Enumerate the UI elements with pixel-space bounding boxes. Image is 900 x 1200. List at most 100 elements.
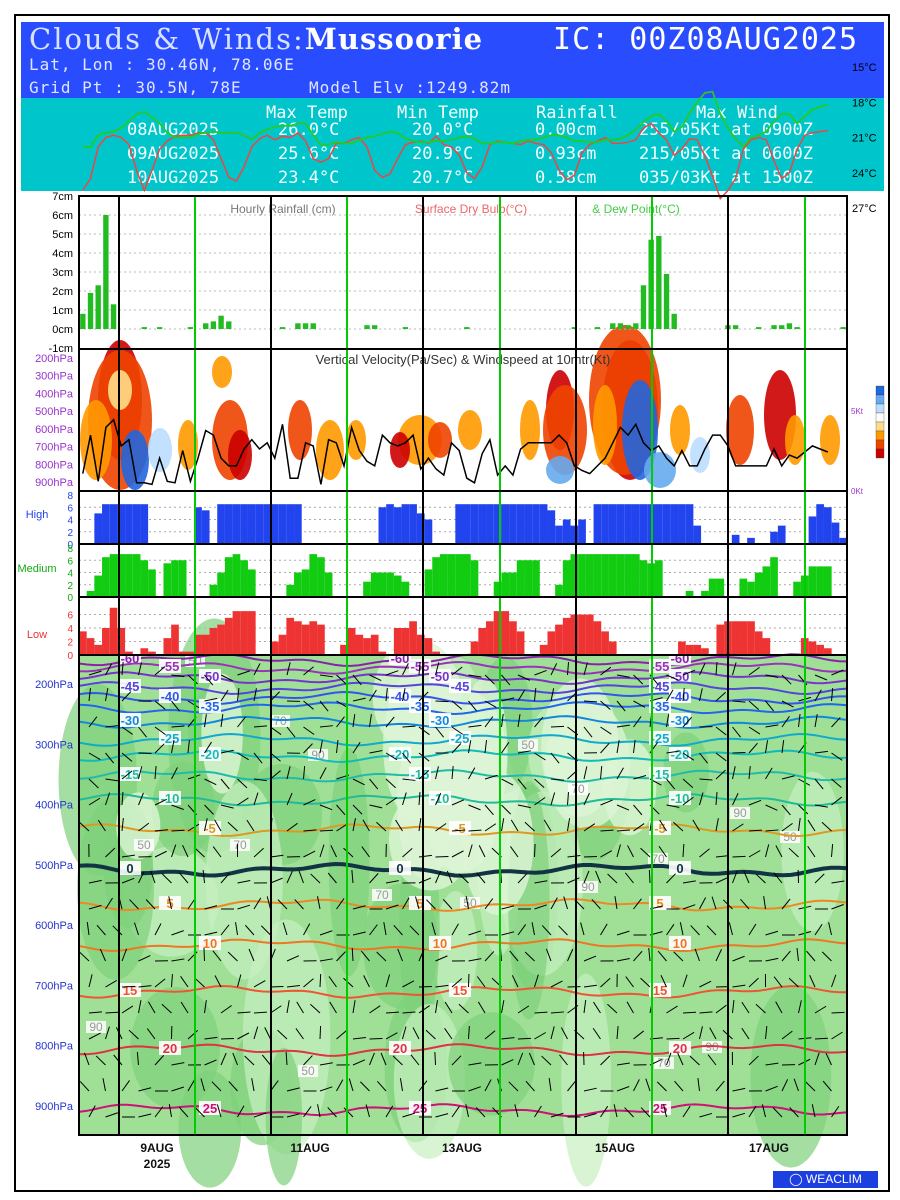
wind-barb: [138, 726, 147, 738]
wind-barb: [645, 1078, 651, 1092]
wind-barb: [798, 714, 801, 728]
cloud-bar: [378, 651, 387, 655]
colorbar-swatch: [875, 403, 885, 414]
cloud-bar: [608, 641, 617, 655]
wind-barb: [451, 666, 463, 676]
wind-barb: [237, 974, 242, 988]
cloud-bar: [631, 504, 640, 544]
wind-barb: [748, 850, 761, 858]
wind-barb: [468, 1025, 470, 1040]
wind-barb: [385, 904, 399, 910]
wind-barb: [781, 775, 795, 780]
wind-barb: [765, 1062, 779, 1066]
isotherm-label: 0: [676, 861, 683, 876]
isotherm-label-bg: [649, 896, 671, 910]
cloud-bar: [747, 581, 755, 597]
wind-barb: [295, 1028, 304, 1040]
wind-barb: [385, 752, 398, 761]
cloud-bar: [478, 628, 487, 655]
wind-barb: [484, 951, 495, 962]
wind-barb: [418, 1005, 430, 1014]
wind-barb: [583, 792, 590, 806]
wind-barb: [451, 850, 464, 858]
cloud-bar: [793, 581, 801, 597]
cloud-bar: [463, 554, 471, 597]
wind-barb: [517, 714, 521, 728]
wind-barb: [451, 923, 459, 936]
vv-blob: [228, 430, 252, 480]
vv-pressure-tick: 500hPa: [35, 406, 74, 418]
cloud-bar: [501, 504, 510, 544]
wind-barb: [748, 1105, 757, 1118]
wind-barb: [319, 930, 333, 936]
wind-barb: [105, 778, 119, 782]
wind-barb: [682, 778, 694, 788]
wind-barb: [319, 725, 333, 728]
wind-barb: [732, 870, 738, 884]
cloud-bar: [247, 611, 256, 655]
cloud-bar: [655, 504, 663, 544]
wind-barb: [329, 1001, 337, 1014]
wind-barb: [168, 896, 172, 910]
cloud-bar: [148, 569, 156, 597]
cloud-bar: [754, 572, 763, 597]
cloud-bar: [439, 554, 448, 597]
cloud-bar: [762, 638, 771, 655]
isotherm-label: -35: [201, 699, 220, 714]
wind-barb: [286, 726, 296, 738]
wind-barb: [715, 877, 729, 884]
cloud-y-tick: 6: [67, 611, 73, 622]
isotherm-label-bg: [429, 936, 451, 950]
wind-barb: [510, 819, 519, 832]
wind-barb: [402, 1011, 416, 1014]
humidity-label: 70: [571, 782, 585, 796]
isotherm-label-bg: [159, 659, 181, 673]
wind-barb: [343, 847, 354, 858]
wind-barb: [772, 1107, 783, 1118]
wind-barb: [616, 930, 630, 936]
wind-barb: [383, 922, 387, 936]
rain-bar: [103, 215, 109, 329]
wind-barb: [425, 1029, 436, 1040]
cloud-bar: [86, 638, 95, 655]
cloud-bar: [294, 621, 302, 655]
wind-barb: [418, 726, 430, 736]
vv-blob: [785, 415, 805, 465]
wind-barb: [277, 899, 288, 910]
isotherm-label: 10: [203, 936, 217, 951]
humidity-label-bg: [578, 881, 598, 893]
wind-barb: [171, 804, 184, 810]
wind-barb: [363, 975, 370, 988]
vv-blob: [316, 420, 344, 480]
wind-barb: [392, 1055, 403, 1066]
wind-barb: [253, 980, 266, 988]
cloud-bar: [247, 569, 256, 597]
cloud-bar: [201, 634, 210, 655]
cloud-bar: [340, 644, 348, 655]
dry-bulb-line: [82, 122, 828, 201]
wind-barb: [541, 925, 552, 936]
cloud-bar: [608, 504, 617, 544]
isotherm-label: -50: [201, 669, 220, 684]
isotherm-label-bg: [649, 699, 671, 713]
colorbar-swatch: [875, 430, 885, 441]
cloud-bar: [808, 641, 817, 655]
cloud-bar: [194, 507, 202, 544]
wind-barb: [211, 1081, 222, 1092]
humidity-label: 70: [233, 838, 247, 852]
wind-barb: [699, 1026, 703, 1040]
wind-barb: [788, 977, 799, 988]
wind-barb: [633, 823, 645, 832]
wind-barb: [715, 792, 718, 806]
vv-right-tick: 0Kt: [851, 487, 864, 496]
cloud-bar: [201, 510, 210, 544]
isotherm-label-bg: [409, 767, 431, 781]
wind-barb: [814, 804, 828, 808]
pressure-tick: 400hPa: [35, 800, 74, 812]
rain-bar: [141, 327, 147, 329]
wind-barb: [121, 818, 124, 832]
temp-y-tick: 21°C: [852, 133, 877, 145]
rain-bar: [80, 313, 86, 329]
wind-barb: [402, 778, 416, 781]
wind-barb: [105, 1011, 119, 1014]
